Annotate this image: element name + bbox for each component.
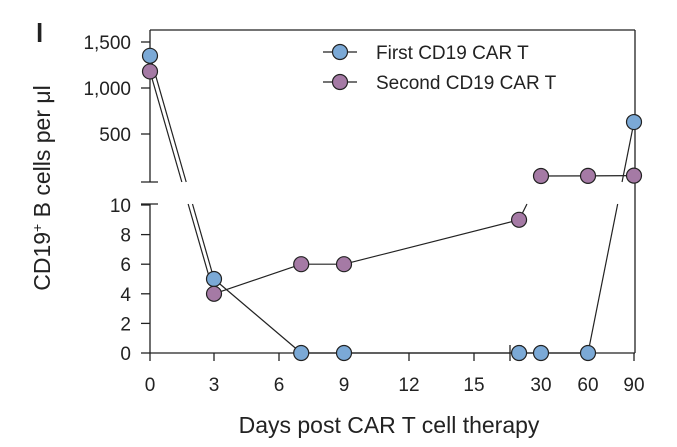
data-point bbox=[205, 270, 223, 288]
data-point bbox=[510, 344, 528, 362]
data-point bbox=[205, 285, 223, 302]
x-tick-label: 15 bbox=[463, 375, 484, 396]
series-segment bbox=[149, 71, 183, 183]
x-tick-label: 6 bbox=[274, 375, 285, 396]
data-point bbox=[335, 344, 353, 362]
data-point bbox=[335, 256, 353, 273]
data-point bbox=[625, 113, 643, 131]
data-point bbox=[579, 167, 597, 185]
x-tick-label: 30 bbox=[530, 375, 551, 396]
y-tick-label: 4 bbox=[120, 285, 131, 306]
y-axis-title-main: CD19 bbox=[29, 232, 55, 291]
legend-label-first: First CD19 CAR T bbox=[376, 43, 529, 64]
data-point bbox=[293, 344, 310, 362]
data-point bbox=[579, 344, 597, 362]
data-point bbox=[141, 47, 159, 64]
x-tick-label: 3 bbox=[209, 375, 220, 396]
legend-label-second: Second CD19 CAR T bbox=[376, 73, 557, 94]
data-point bbox=[532, 167, 550, 185]
series-segment bbox=[343, 219, 520, 265]
legend: First CD19 CAR T Second CD19 CAR T bbox=[323, 43, 557, 94]
y-tick-label: 1,500 bbox=[83, 33, 131, 54]
legend-marker-first bbox=[331, 43, 349, 61]
legend-item-second: Second CD19 CAR T bbox=[323, 73, 557, 94]
x-tick-label: 12 bbox=[398, 375, 419, 396]
data-point bbox=[532, 344, 550, 362]
data-point bbox=[625, 167, 643, 184]
x-axis-title: Days post CAR T cell therapy bbox=[239, 412, 540, 438]
y-axis-title: CD19+ B cells per μl bbox=[29, 85, 55, 291]
y-tick-label: 2 bbox=[120, 314, 131, 335]
series-lines bbox=[149, 55, 635, 354]
legend-item-first: First CD19 CAR T bbox=[323, 43, 529, 64]
y-axis-title-sup: + bbox=[29, 224, 45, 232]
data-point bbox=[141, 63, 159, 80]
series-segment bbox=[213, 278, 302, 354]
y-tick-label: 6 bbox=[120, 255, 131, 276]
y-axis-title-rest: B cells per μl bbox=[29, 85, 55, 224]
y-tick-label: 10 bbox=[110, 196, 131, 217]
series-segment bbox=[621, 121, 635, 183]
series-segment bbox=[213, 263, 302, 295]
y-tick-label: 1,000 bbox=[83, 79, 131, 100]
y-tick-label: 500 bbox=[99, 125, 131, 146]
y-tick-label: 8 bbox=[120, 226, 131, 247]
data-point bbox=[293, 256, 310, 273]
x-tick-label: 9 bbox=[339, 375, 350, 396]
y-tick-label: 0 bbox=[120, 344, 131, 365]
data-point bbox=[510, 211, 528, 228]
series-segment bbox=[587, 203, 619, 354]
panel-label: l bbox=[36, 18, 43, 48]
axis-ticks: 0 3 6 9 12 15 30 60 90 1,500 1,000 500 10 8 6 4 2 0 bbox=[83, 33, 644, 396]
legend-marker-second bbox=[331, 73, 349, 91]
series-markers bbox=[141, 47, 643, 362]
x-tick-label: 90 bbox=[623, 375, 644, 396]
x-tick-label: 60 bbox=[577, 375, 598, 396]
series-segment bbox=[191, 203, 215, 280]
x-tick-label: 0 bbox=[145, 375, 156, 396]
